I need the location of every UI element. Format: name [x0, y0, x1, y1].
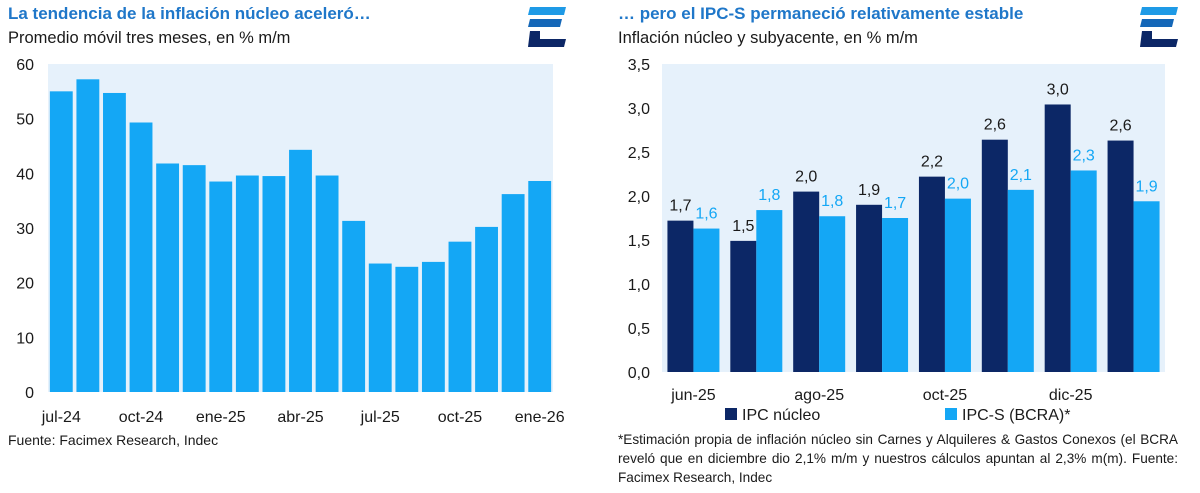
legend-label: IPC-S (BCRA)* — [962, 407, 1070, 424]
x-tick-label: oct-25 — [438, 409, 483, 426]
facimex-logo-icon — [528, 7, 566, 47]
legend-swatch-ipc-s — [945, 408, 957, 420]
data-label: 1,7 — [669, 198, 691, 215]
right-chart: 0,00,51,01,52,02,53,03,51,71,52,01,92,22… — [628, 57, 1165, 424]
data-label: 2,3 — [1073, 147, 1095, 164]
x-tick-label: ene-25 — [196, 409, 246, 426]
data-label: 1,5 — [732, 218, 754, 235]
y-tick-label: 40 — [16, 166, 34, 183]
data-label: 1,7 — [884, 195, 906, 212]
bar-may-25 — [315, 175, 339, 392]
data-label: 1,6 — [695, 206, 717, 223]
left-chart-subtitle: Promedio móvil tres meses, en % m/m — [8, 29, 291, 47]
bar-ene-25 — [209, 181, 233, 392]
bar-sep-25 — [421, 261, 445, 392]
bar-ene-26 — [528, 180, 552, 392]
y-tick-label: 2,0 — [628, 189, 650, 206]
y-tick-label: 10 — [16, 330, 34, 347]
bar-oct-25 — [448, 241, 472, 392]
data-label: 2,6 — [984, 117, 1006, 134]
bar-jun-25 — [342, 220, 366, 392]
bar-sep-24 — [103, 92, 126, 393]
bar-ipc-s-dic-25 — [1070, 170, 1097, 372]
x-tick-label: abr-25 — [277, 409, 323, 426]
data-label: 2,1 — [1010, 167, 1032, 184]
x-tick-label: ene-26 — [515, 409, 565, 426]
y-tick-label: 60 — [16, 57, 34, 74]
y-tick-label: 3,5 — [628, 57, 650, 74]
bar-ipc-nucleo-jun-25 — [667, 220, 694, 372]
x-tick-label: oct-24 — [119, 409, 164, 426]
bar-ipc-s-oct-25 — [944, 198, 971, 372]
right-chart-title: … pero el IPC-S permaneció relativamente… — [618, 4, 1024, 23]
bar-jul-24 — [49, 91, 73, 392]
bar-ipc-s-jun-25 — [693, 228, 720, 372]
bar-ipc-s-jul-25 — [756, 210, 783, 372]
bar-dic-25 — [501, 194, 525, 392]
data-label: 3,0 — [1047, 81, 1069, 98]
x-tick-label: jun-25 — [670, 387, 716, 404]
y-tick-label: 0,5 — [628, 321, 650, 338]
x-tick-label: jul-25 — [360, 409, 400, 426]
y-tick-label: 30 — [16, 221, 34, 238]
bar-ipc-nucleo-nov-25 — [981, 139, 1008, 372]
data-label: 1,9 — [858, 182, 880, 199]
left-chart: 0 10 20 30 40 50 60 jul-24 oct-24 ene-25 abr-25 jul… — [16, 57, 565, 426]
bar-ipc-nucleo-ene-26 — [1107, 140, 1134, 372]
x-tick-label: jul-24 — [41, 409, 81, 426]
bar-ipc-nucleo-oct-25 — [918, 176, 945, 372]
facimex-logo-icon — [1140, 7, 1178, 47]
bar-nov-24 — [156, 163, 180, 392]
bar-ago-24 — [76, 79, 100, 392]
data-label: 1,9 — [1135, 178, 1157, 195]
y-tick-label: 50 — [16, 112, 34, 129]
bar-ipc-nucleo-sep-25 — [856, 204, 883, 372]
data-label: 1,8 — [758, 187, 780, 204]
bar-ipc-nucleo-dic-25 — [1044, 104, 1071, 372]
data-label: 2,2 — [921, 154, 943, 171]
bar-ipc-s-sep-25 — [882, 218, 909, 372]
x-tick-label: oct-25 — [923, 387, 968, 404]
bar-oct-24 — [129, 122, 153, 392]
x-tick-label: dic-25 — [1049, 387, 1093, 404]
bar-feb-25 — [235, 175, 259, 392]
data-label: 2,6 — [1109, 118, 1131, 135]
data-label: 1,8 — [821, 193, 843, 210]
bar-ipc-s-nov-25 — [1007, 189, 1034, 372]
legend-label: IPC núcleo — [742, 407, 820, 424]
x-tick-label: ago-25 — [794, 387, 844, 404]
right-chart-subtitle: Inflación núcleo y subyacente, en % m/m — [618, 29, 918, 47]
data-label: 2,0 — [795, 169, 817, 186]
bar-ipc-s-ago-25 — [819, 216, 846, 372]
bar-jul-25 — [368, 263, 392, 392]
y-tick-label: 20 — [16, 276, 34, 293]
bar-ipc-nucleo-ago-25 — [793, 191, 820, 372]
bar-mar-25 — [262, 176, 286, 392]
bar-ipc-nucleo-jul-25 — [730, 240, 757, 372]
y-tick-label: 1,5 — [628, 233, 650, 250]
left-source: Fuente: Facimex Research, Indec — [8, 432, 219, 448]
bar-abr-25 — [289, 149, 312, 392]
left-chart-title: La tendencia de la inflación núcleo acel… — [8, 4, 371, 23]
right-footnote: *Estimación propia de inflación núcleo s… — [618, 432, 1178, 485]
y-tick-label: 0 — [25, 385, 34, 402]
bar-nov-25 — [475, 226, 498, 392]
bar-ago-25 — [395, 266, 419, 392]
y-tick-label: 0,0 — [628, 365, 650, 382]
y-tick-label: 3,0 — [628, 101, 650, 118]
data-label: 2,0 — [947, 176, 969, 193]
bar-dic-24 — [182, 165, 206, 392]
legend-swatch-ipc-nucleo — [725, 408, 737, 420]
y-tick-label: 1,0 — [628, 277, 650, 294]
bar-ipc-s-ene-26 — [1133, 201, 1160, 372]
y-tick-label: 2,5 — [628, 145, 650, 162]
